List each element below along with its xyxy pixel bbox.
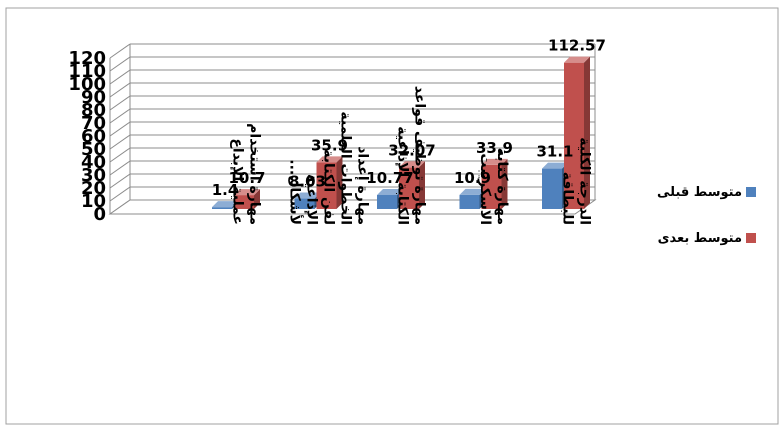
bar-front (459, 194, 480, 209)
y-tick-label: 0 (93, 204, 106, 225)
y-tick-label: 20 (81, 178, 106, 199)
gridline-side (109, 121, 131, 137)
bar-front (212, 207, 232, 209)
legend-swatch (746, 233, 756, 243)
gridline-side (109, 186, 131, 202)
legend-label: متوسط قبلى (657, 185, 742, 200)
y-tick-label: 60 (81, 126, 106, 147)
gridline-side (109, 95, 131, 111)
gridline-side (109, 43, 131, 59)
y-tick-label: 90 (81, 87, 106, 108)
bar-front (234, 195, 254, 209)
gridline-side (109, 56, 131, 72)
gridline-side (109, 160, 131, 176)
data-label: 31.1 (536, 143, 573, 161)
bar-top (399, 161, 425, 168)
bar-top (564, 56, 590, 63)
category-label-line: لفن الكتابة (321, 149, 337, 225)
data-label: 33.9 (476, 139, 513, 157)
y-tick-label: 10 (81, 191, 106, 212)
bar-side (336, 156, 343, 209)
data-label: 10.9 (454, 169, 491, 187)
data-label: 1.4 (212, 181, 239, 199)
category-label-line: الإذاعية (304, 174, 320, 225)
bar-top (234, 189, 260, 196)
chart-frame (5, 7, 779, 425)
data-label: 10.77 (366, 169, 413, 187)
bar-side (584, 56, 590, 210)
category-label-line: الخطوات العلمية (338, 111, 354, 225)
bar-side (501, 158, 508, 209)
bar-front (481, 164, 502, 209)
y-tick-label: 40 (81, 152, 106, 173)
bar-front (377, 194, 397, 209)
category-label-line: مهارة إعداد (355, 146, 371, 225)
gridline-side (109, 173, 131, 189)
bar-after (316, 156, 343, 209)
bar-side (254, 189, 260, 209)
bar-front (542, 168, 562, 209)
bar-after (564, 56, 590, 210)
gridline-side (109, 69, 131, 85)
data-label: 8.03 (289, 173, 326, 191)
bar-after (481, 158, 508, 209)
y-tick-label: 80 (81, 100, 106, 121)
y-tick-label: 70 (81, 113, 106, 134)
data-labels: 1.410.7 8.03 35.9 10.77 32.07 10.9 33.9 31.1 112… (212, 37, 606, 200)
category-label-line: لأشكال... (287, 159, 304, 225)
grid-lines (109, 43, 595, 215)
bar-front (399, 167, 419, 209)
gridline-side (109, 82, 131, 98)
legend-swatch (746, 187, 756, 197)
bar-side (419, 161, 425, 209)
bar-front (564, 62, 584, 210)
category-label-line: مهارة استخدام (247, 123, 263, 225)
gridline-side (109, 134, 131, 150)
legend: متوسط قبلى متوسط بعدى (657, 185, 756, 246)
bar-front (316, 162, 337, 209)
data-label: 35.9 (311, 136, 348, 154)
category-label-line: مهارة كتابة (494, 148, 510, 225)
y-tick-label: 110 (68, 61, 106, 82)
category-label-line: الكتابة الإذاعية (395, 126, 411, 225)
bar-top (377, 188, 403, 195)
bar-after (399, 161, 425, 209)
bar-top (542, 162, 568, 169)
y-tick-label: 120 (68, 48, 106, 69)
category-label-line: مهارة توظيف قواعد (412, 86, 428, 225)
bar-front (294, 198, 315, 209)
data-label: 10.7 (228, 169, 265, 187)
y-tick-label: 30 (81, 165, 106, 186)
gridline-side (109, 108, 131, 124)
y-tick-label: 50 (81, 139, 106, 160)
category-label-line: الدرجة الكلية (577, 137, 593, 225)
bar-top (212, 201, 238, 208)
bar-top (316, 156, 343, 163)
bar-after (234, 189, 260, 209)
category-label-line: للبطاقة (560, 172, 576, 225)
bar-top (294, 192, 321, 199)
bar-top (481, 158, 508, 165)
category-label-line: الاسكريبت (477, 153, 493, 225)
bar-before (459, 188, 486, 209)
y-tick-label: 100 (68, 74, 106, 95)
category-label-line: عملية الإبداع (230, 138, 246, 225)
bar-top (459, 188, 486, 195)
data-label: 32.07 (388, 141, 435, 159)
legend-label: متوسط بعدى (658, 231, 742, 246)
bars (212, 56, 590, 210)
data-label: 112.57 (548, 37, 606, 55)
gridline-side (109, 147, 131, 163)
